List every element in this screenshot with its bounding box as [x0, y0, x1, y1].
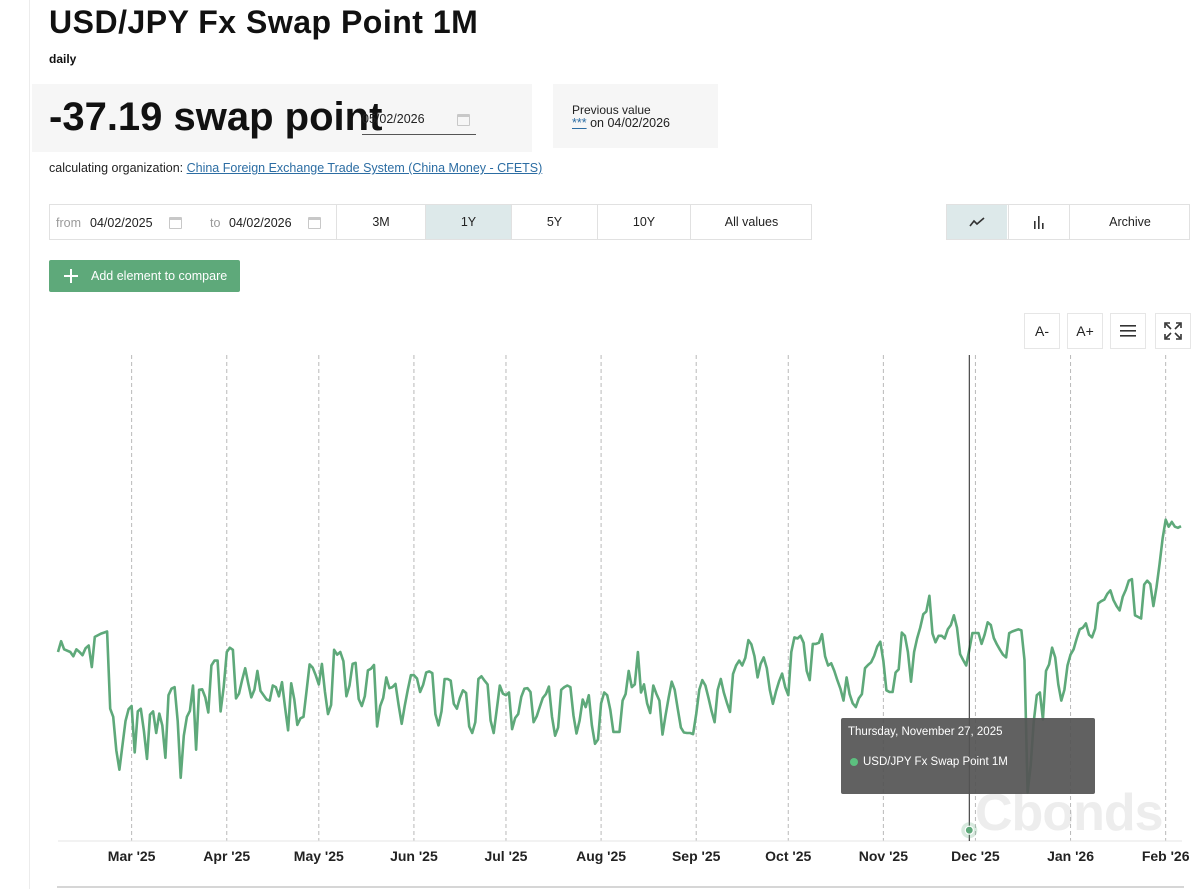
- previous-value-stars[interactable]: ***: [572, 116, 587, 130]
- line-chart-button[interactable]: [947, 205, 1007, 239]
- frequency-label: daily: [49, 52, 77, 66]
- x-tick-label: Oct '25: [765, 848, 811, 864]
- from-calendar-icon[interactable]: [169, 217, 182, 229]
- from-date-input[interactable]: 04/02/2025: [90, 216, 153, 230]
- page-title: USD/JPY Fx Swap Point 1M: [49, 4, 479, 40]
- archive-button[interactable]: Archive: [1069, 205, 1190, 239]
- fullscreen-icon: [1164, 322, 1182, 340]
- period-10y-button[interactable]: 10Y: [597, 205, 690, 239]
- period-all-button[interactable]: All values: [690, 205, 812, 239]
- menu-icon: [1120, 325, 1136, 337]
- calculating-organization-link[interactable]: China Foreign Exchange Trade System (Chi…: [186, 161, 543, 175]
- bar-chart-icon: [1034, 216, 1044, 229]
- bar-chart-button[interactable]: [1008, 205, 1069, 239]
- previous-value-panel: [553, 84, 718, 148]
- previous-value-label: Previous value: [572, 103, 651, 117]
- chart-tooltip: Thursday, November 27, 2025 USD/JPY Fx S…: [841, 718, 1095, 794]
- period-5y-button[interactable]: 5Y: [511, 205, 597, 239]
- current-value-panel: [32, 84, 532, 152]
- previous-value: *** on 04/02/2026: [572, 116, 670, 130]
- series-line: [56, 518, 1182, 794]
- x-axis-labels: Mar '25 Apr '25 May '25 Jun '25 Jul '25 Aug '…: [108, 848, 1190, 864]
- tooltip-series-dot: [850, 758, 858, 766]
- chart-grid: [131, 355, 1167, 841]
- period-1y-button[interactable]: 1Y: [425, 205, 511, 239]
- plus-icon: [64, 269, 78, 283]
- bottom-rule: [57, 886, 1184, 888]
- x-tick-label: Dec '25: [951, 848, 1000, 864]
- add-compare-button[interactable]: Add element to compare: [49, 260, 240, 292]
- x-tick-label: Feb '26: [1142, 848, 1190, 864]
- value-date-field[interactable]: 05/02/2026: [362, 104, 476, 135]
- font-decrease-button[interactable]: A-: [1024, 313, 1060, 349]
- to-date-input[interactable]: 04/02/2026: [229, 216, 292, 230]
- font-increase-button[interactable]: A+: [1067, 313, 1103, 349]
- tooltip-date: Thursday, November 27, 2025: [848, 726, 1003, 738]
- x-tick-label: Jul '25: [484, 848, 527, 864]
- tooltip-series-name: USD/JPY Fx Swap Point 1M: [863, 756, 1008, 768]
- x-tick-label: Nov '25: [859, 848, 908, 864]
- add-compare-label: Add element to compare: [91, 269, 228, 283]
- x-tick-label: Jun '25: [390, 848, 438, 864]
- value-date-text: 05/02/2026: [362, 112, 425, 126]
- current-value: -37.19 swap point: [49, 95, 383, 139]
- to-label: to: [210, 216, 221, 230]
- x-tick-label: Sep '25: [672, 848, 721, 864]
- chart-menu-button[interactable]: [1110, 313, 1146, 349]
- fullscreen-button[interactable]: [1155, 313, 1191, 349]
- calendar-icon[interactable]: [457, 114, 470, 126]
- calculating-organization-label: calculating organization:: [49, 161, 187, 175]
- previous-value-date: on 04/02/2026: [586, 116, 671, 130]
- view-toggle-bar: Archive: [946, 204, 1190, 240]
- x-tick-label: May '25: [294, 848, 344, 864]
- calculating-organization: calculating organization: China Foreign …: [49, 161, 542, 175]
- x-tick-label: Apr '25: [203, 848, 250, 864]
- x-tick-label: Jan '26: [1047, 848, 1094, 864]
- hover-point: [964, 825, 974, 835]
- line-chart-icon: [969, 217, 985, 227]
- page-left-rule: [29, 0, 30, 889]
- to-calendar-icon[interactable]: [308, 217, 321, 229]
- x-tick-label: Aug '25: [576, 848, 626, 864]
- date-range-bar: from 04/02/2025 to 04/02/2026 3M 1Y 5Y 1…: [49, 204, 812, 240]
- from-label: from: [56, 216, 81, 230]
- period-3m-button[interactable]: 3M: [336, 205, 425, 239]
- x-tick-label: Mar '25: [108, 848, 156, 864]
